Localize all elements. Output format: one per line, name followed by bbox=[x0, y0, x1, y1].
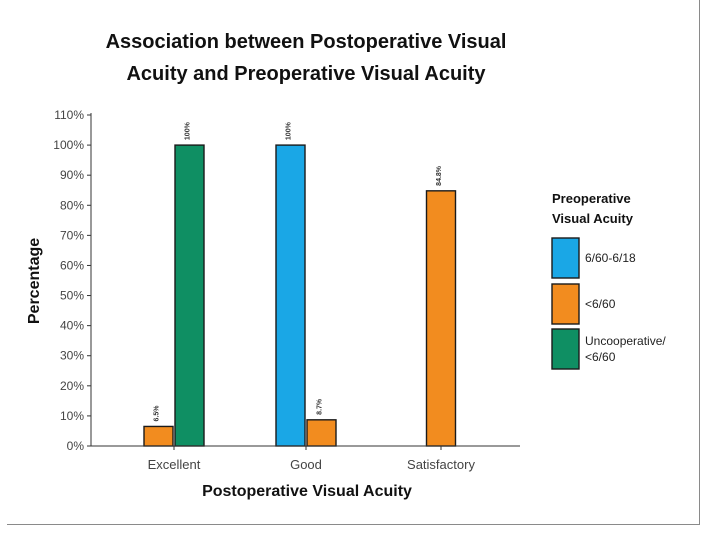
y-tick-label: 50% bbox=[60, 289, 84, 303]
y-axis-title: Percentage bbox=[26, 238, 43, 324]
y-axis-ticks: 0% 10% 20% 30% 40% 50% 60% 70% 80% 90% 100% 110% bbox=[53, 108, 91, 453]
data-label: 100% bbox=[286, 121, 293, 140]
legend-title-line-1: Preoperative bbox=[552, 191, 631, 206]
y-tick-label: 20% bbox=[60, 379, 84, 393]
legend-label: Uncooperative/ bbox=[585, 334, 666, 348]
x-tick-label: Good bbox=[290, 457, 322, 472]
y-tick-label: 100% bbox=[53, 138, 84, 152]
chart-title: Association between Postoperative Visual… bbox=[106, 31, 507, 85]
x-axis-title: Postoperative Visual Acuity bbox=[202, 483, 412, 500]
y-tick-label: 30% bbox=[60, 349, 84, 363]
bar-good-series-2 bbox=[306, 419, 337, 447]
bar-excellent-series-2 bbox=[143, 425, 174, 447]
legend: Preoperative Visual Acuity 6/60-6/18 <6/6… bbox=[551, 191, 666, 370]
y-tick-label: 10% bbox=[60, 409, 84, 423]
y-tick-label: 70% bbox=[60, 228, 84, 242]
legend-label: <6/60 bbox=[585, 297, 616, 311]
legend-title-line-2: Visual Acuity bbox=[552, 211, 634, 226]
y-tick-label: 60% bbox=[60, 258, 84, 272]
bar-excellent-series-3 bbox=[174, 144, 205, 447]
y-tick-label: 0% bbox=[67, 439, 85, 453]
bars bbox=[143, 144, 457, 447]
x-axis-categories: Excellent Good Satisfactory bbox=[148, 446, 475, 472]
legend-key-series-1 bbox=[551, 237, 580, 279]
data-label: 84.8% bbox=[436, 165, 443, 186]
x-tick-label: Satisfactory bbox=[407, 457, 475, 472]
data-label: 6.5% bbox=[154, 405, 161, 422]
legend-key-series-3 bbox=[551, 328, 580, 370]
legend-label: <6/60 bbox=[585, 350, 616, 364]
bar-satisfactory-series-2 bbox=[425, 190, 457, 447]
y-tick-label: 90% bbox=[60, 168, 84, 182]
chart-title-line-1: Association between Postoperative Visual bbox=[106, 31, 507, 53]
x-tick-label: Excellent bbox=[148, 457, 201, 472]
chart-title-line-2: Acuity and Preoperative Visual Acuity bbox=[126, 63, 486, 85]
data-label: 8.7% bbox=[317, 398, 324, 415]
bar-good-series-1 bbox=[275, 144, 306, 447]
y-tick-label: 110% bbox=[54, 108, 84, 122]
legend-label: 6/60-6/18 bbox=[585, 251, 636, 265]
data-label: 100% bbox=[185, 121, 192, 140]
chart-frame bbox=[7, 0, 700, 525]
y-tick-label: 80% bbox=[60, 198, 84, 212]
legend-key-series-2 bbox=[551, 283, 580, 325]
y-tick-label: 40% bbox=[60, 319, 84, 333]
data-labels: 6.5% 100% 100% 8.7% 84.8% bbox=[154, 121, 444, 421]
